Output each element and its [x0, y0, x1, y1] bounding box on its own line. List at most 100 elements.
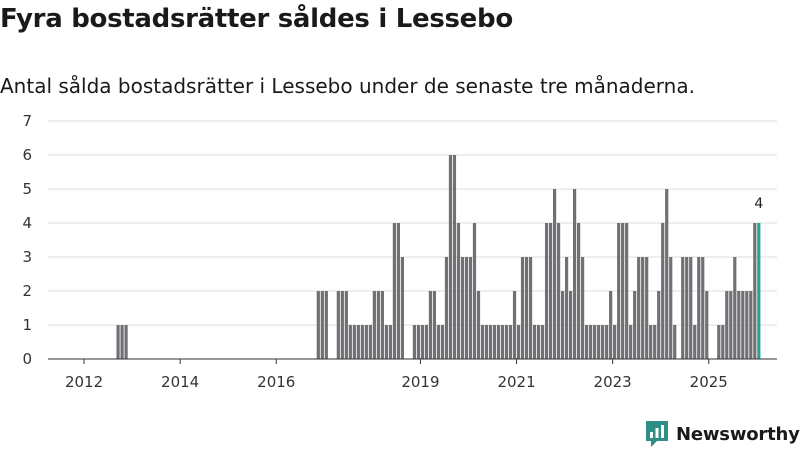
y-tick-label: 0 — [22, 350, 32, 368]
bar — [440, 325, 445, 359]
x-tick-label: 2021 — [497, 373, 535, 391]
bar — [464, 257, 469, 359]
bar — [552, 189, 557, 359]
bar — [729, 291, 733, 359]
bar — [581, 257, 585, 359]
bar-value-label: 4 — [754, 196, 763, 212]
bar — [504, 325, 509, 359]
chart-subtitle: Antal sålda bostadsrätter i Lessebo unde… — [0, 74, 695, 98]
bar — [641, 257, 645, 359]
bar — [609, 291, 613, 359]
bar — [320, 291, 324, 359]
x-axis: 2012 2014 2016 2019 2021 2023 2025 — [48, 358, 777, 391]
bar — [460, 257, 465, 359]
bar — [701, 257, 705, 359]
bar — [360, 325, 364, 359]
bar — [569, 291, 573, 359]
bar — [556, 223, 561, 359]
bar — [689, 257, 693, 359]
y-tick-label: 7 — [22, 112, 32, 130]
bar — [665, 189, 669, 359]
bar — [753, 223, 757, 359]
bar — [721, 325, 725, 359]
bar — [637, 257, 641, 359]
bar — [396, 223, 400, 359]
bar — [424, 325, 429, 359]
x-tick-label: 2023 — [594, 373, 632, 391]
y-tick-label: 5 — [22, 180, 32, 198]
bar — [392, 223, 396, 359]
bar — [352, 325, 356, 359]
bar — [593, 325, 597, 359]
bar — [725, 291, 729, 359]
bar — [524, 257, 529, 359]
bar — [621, 223, 625, 359]
x-tick-label: 2016 — [257, 373, 295, 391]
bar — [412, 325, 417, 359]
bar — [749, 291, 753, 359]
bar — [733, 257, 737, 359]
bar — [344, 291, 348, 359]
bar — [348, 325, 352, 359]
chart-title: Fyra bostadsrätter såldes i Lessebo — [0, 4, 513, 34]
bar — [597, 325, 601, 359]
bar — [400, 257, 405, 359]
bar — [653, 325, 657, 359]
bar — [124, 325, 128, 359]
bar — [528, 257, 533, 359]
bar — [745, 291, 749, 359]
bar — [356, 325, 360, 359]
y-tick-label: 3 — [22, 248, 32, 266]
bar — [336, 291, 340, 359]
bar — [420, 325, 425, 359]
y-axis-ticks: 0 1 2 3 4 5 6 7 — [22, 112, 32, 368]
y-tick-label: 6 — [22, 146, 32, 164]
bar — [629, 325, 633, 359]
bar — [512, 291, 517, 359]
bar — [456, 223, 461, 359]
bar — [372, 291, 376, 359]
newsworthy-brand[interactable]: Newsworthy — [644, 419, 800, 449]
bar — [601, 325, 605, 359]
x-tick-label: 2012 — [65, 373, 103, 391]
bar — [340, 291, 344, 359]
bar — [625, 223, 629, 359]
bar — [649, 325, 653, 359]
bar — [681, 257, 685, 359]
bar — [697, 257, 701, 359]
x-tick-label: 2019 — [401, 373, 439, 391]
bar — [565, 257, 569, 359]
bar — [693, 325, 697, 359]
bar — [376, 291, 380, 359]
brand-name: Newsworthy — [676, 423, 800, 445]
bar — [705, 291, 709, 359]
bar — [416, 325, 421, 359]
bar — [717, 325, 721, 359]
bar — [605, 325, 609, 359]
y-tick-label: 4 — [22, 214, 32, 232]
bar — [380, 291, 384, 359]
bar — [368, 325, 372, 359]
bar — [500, 325, 505, 359]
bar — [589, 325, 593, 359]
bar — [436, 325, 441, 359]
y-tick-label: 1 — [22, 316, 32, 334]
bar — [384, 325, 388, 359]
bar — [452, 155, 457, 359]
bar — [448, 155, 453, 359]
x-tick-label: 2025 — [690, 373, 728, 391]
bar — [657, 291, 661, 359]
x-tick-label: 2014 — [161, 373, 199, 391]
bar — [476, 291, 481, 359]
bar — [585, 325, 589, 359]
bar — [613, 325, 617, 359]
bar-series — [116, 155, 761, 359]
bar — [741, 291, 745, 359]
bar — [492, 325, 497, 359]
bar — [536, 325, 541, 359]
bar — [480, 325, 485, 359]
bar — [428, 291, 433, 359]
bar — [577, 223, 581, 359]
bar — [573, 189, 577, 359]
bar — [520, 257, 525, 359]
